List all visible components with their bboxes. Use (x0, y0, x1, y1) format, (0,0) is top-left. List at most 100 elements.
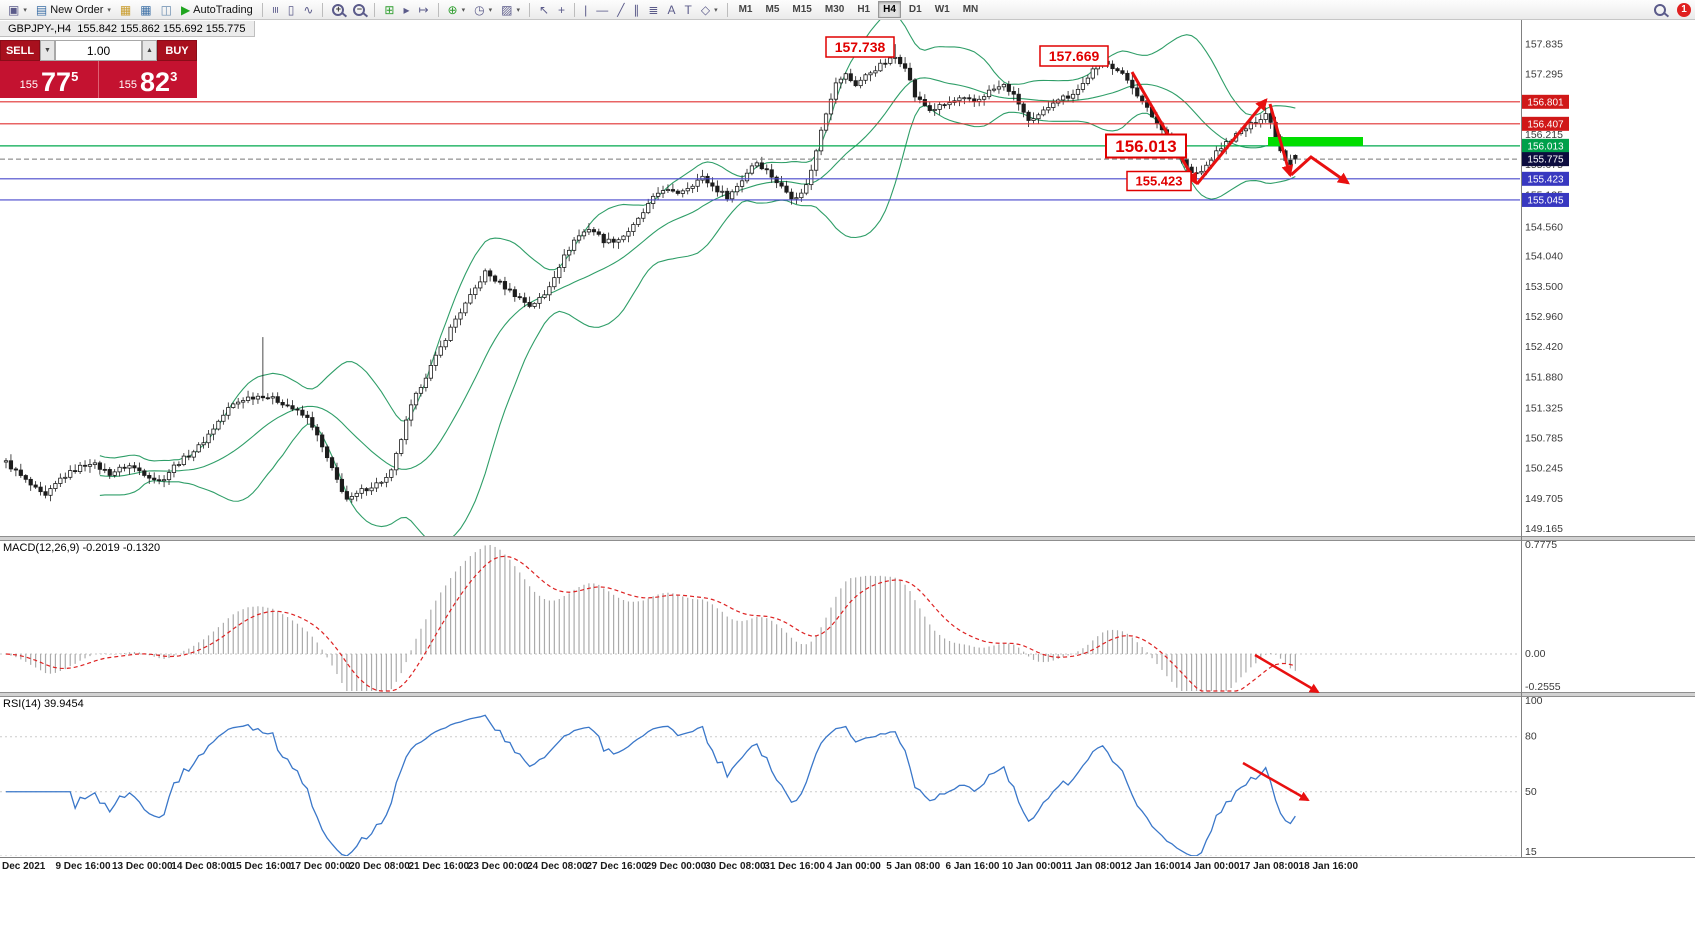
trendline-icon[interactable]: ╱ (613, 1, 628, 19)
chevron-down-icon: ▾ (107, 6, 111, 14)
toolbar-separator (574, 2, 576, 17)
zoom-out-icon[interactable]: − (349, 1, 369, 19)
periods-icon[interactable]: ◷ ▾ (470, 1, 496, 19)
price-badge: 155.775 (1522, 152, 1569, 167)
svg-text:150.785: 150.785 (1525, 433, 1563, 445)
trend-arrow[interactable] (1289, 155, 1350, 185)
cursor-icon: ↖ (538, 2, 550, 17)
trend-arrow[interactable] (1130, 71, 1198, 186)
toolbar: ▣ ▾ ▤ New Order ▾ ▦ ▦ ◫ ▶ AutoTrading ≡ ▯ ∿ + − ⊞ ▸ ↦ ⊕ ▾ ◷ ▾… (0, 0, 1695, 20)
svg-text:150.245: 150.245 (1525, 463, 1563, 475)
line-chart-icon[interactable]: ∿ (299, 1, 317, 19)
label-icon[interactable]: T (681, 1, 696, 19)
sell-price-display[interactable]: 155 77 5 (0, 61, 98, 98)
svg-text:155.423: 155.423 (1136, 174, 1183, 189)
volume-input[interactable] (55, 40, 142, 61)
crosshair-icon[interactable]: + (554, 1, 569, 19)
panel-separator[interactable] (0, 692, 1695, 697)
price-annotation[interactable]: 156.013 (1105, 133, 1187, 159)
horizontal-line-icon[interactable]: — (592, 1, 612, 19)
time-label: 4 Jan 00:00 (827, 861, 881, 872)
toolbar-separator (528, 2, 530, 17)
timeframe-w1[interactable]: W1 (930, 1, 955, 18)
tile-windows-icon[interactable]: ⊞ (380, 1, 398, 19)
price-annotation[interactable]: 157.669 (1039, 45, 1109, 67)
timeframe-h4[interactable]: H4 (878, 1, 901, 18)
zoom-out-icon: − (353, 3, 366, 16)
svg-text:157.295: 157.295 (1525, 69, 1563, 81)
macd-trend-arrow[interactable] (1254, 653, 1320, 694)
price-annotation[interactable]: 157.738 (825, 36, 895, 58)
new-order-button[interactable]: ▤ New Order ▾ (32, 1, 115, 19)
chevron-down-icon: ▾ (488, 6, 493, 14)
macd-label: MACD(12,26,9) -0.2019 -0.1320 (3, 542, 160, 554)
sell-price-sup: 5 (71, 69, 79, 84)
panel-separator[interactable] (0, 536, 1695, 541)
svg-text:155.423: 155.423 (1527, 174, 1564, 185)
vertical-line-icon[interactable]: | (580, 1, 591, 19)
time-label: 21 Dec 16:00 (408, 861, 469, 872)
rsi-line (6, 714, 1296, 856)
bar-chart-icon[interactable]: ≡ (268, 1, 283, 19)
navigator-icon: ◫ (160, 2, 172, 17)
notification-badge[interactable]: 1 (1677, 2, 1691, 17)
trend-arrow[interactable] (1195, 98, 1268, 185)
volume-step-down-button[interactable]: ▼ (40, 40, 55, 61)
shapes-icon[interactable]: ◇ ▾ (697, 1, 722, 19)
timeframe-m15[interactable]: M15 (787, 1, 816, 18)
timeframe-m5[interactable]: M5 (761, 1, 785, 18)
svg-text:80: 80 (1525, 731, 1537, 743)
new-chart-icon: ▣ (8, 2, 20, 17)
svg-text:156.013: 156.013 (1115, 137, 1176, 156)
timeframe-m1[interactable]: M1 (734, 1, 758, 18)
time-label: Dec 2021 (2, 861, 46, 872)
fibonacci-icon: ≣ (648, 2, 659, 17)
sell-button[interactable]: SELL (0, 40, 40, 61)
indicators-icon[interactable]: ⊕ ▾ (444, 1, 470, 19)
svg-text:149.165: 149.165 (1525, 523, 1563, 535)
svg-text:15: 15 (1525, 846, 1537, 858)
trend-arrow[interactable] (1268, 103, 1294, 178)
shapes-icon: ◇ (700, 2, 711, 17)
sell-price-small: 155 (19, 79, 39, 91)
svg-text:0.00: 0.00 (1525, 648, 1546, 660)
cursor-icon[interactable]: ↖ (535, 1, 553, 19)
time-label: 20 Dec 08:00 (349, 861, 410, 872)
buy-button[interactable]: BUY (157, 40, 197, 61)
fibonacci-icon[interactable]: ≣ (644, 1, 662, 19)
text-icon[interactable]: A (663, 1, 679, 19)
auto-scroll-icon[interactable]: ▸ (399, 1, 413, 19)
zoom-in-icon: + (332, 3, 345, 16)
candlestick-chart-icon[interactable]: ▯ (284, 1, 299, 19)
toolbar-separator (261, 2, 263, 17)
green-zone-rectangle[interactable] (1268, 137, 1363, 146)
chart-shift-icon[interactable]: ↦ (414, 1, 432, 19)
zoom-in-icon[interactable]: + (328, 1, 348, 19)
market-watch-icon[interactable]: ▦ (116, 1, 135, 19)
navigator-icon[interactable]: ◫ (157, 1, 176, 19)
autotrading-button[interactable]: ▶ AutoTrading (177, 1, 257, 19)
label-icon: T (684, 2, 692, 17)
data-window-icon[interactable]: ▦ (136, 1, 155, 19)
search-icon[interactable] (1650, 1, 1670, 19)
timeframe-h1[interactable]: H1 (852, 1, 875, 18)
price-annotation[interactable]: 155.423 (1126, 170, 1192, 192)
timeframe-m30[interactable]: M30 (820, 1, 849, 18)
search-icon (1654, 3, 1666, 16)
new-chart-icon[interactable]: ▣ ▾ (4, 1, 31, 19)
rsi-trend-arrow[interactable] (1242, 761, 1310, 802)
svg-text:151.880: 151.880 (1525, 371, 1563, 383)
channel-icon[interactable]: ∥ (629, 1, 643, 19)
chevron-down-icon: ▾ (516, 6, 520, 14)
buy-price-display[interactable]: 155 82 3 (99, 61, 197, 98)
time-label: 11 Jan 08:00 (1062, 861, 1121, 872)
svg-text:156.801: 156.801 (1527, 97, 1564, 108)
buy-price-big: 82 (140, 67, 171, 97)
volume-step-up-button[interactable]: ▲ (142, 40, 157, 61)
timeframe-d1[interactable]: D1 (904, 1, 927, 18)
templates-icon[interactable]: ▨ ▾ (497, 1, 524, 19)
autotrading-button-label: AutoTrading (193, 3, 253, 16)
timeframe-mn[interactable]: MN (958, 1, 984, 18)
svg-text:154.040: 154.040 (1525, 251, 1563, 263)
